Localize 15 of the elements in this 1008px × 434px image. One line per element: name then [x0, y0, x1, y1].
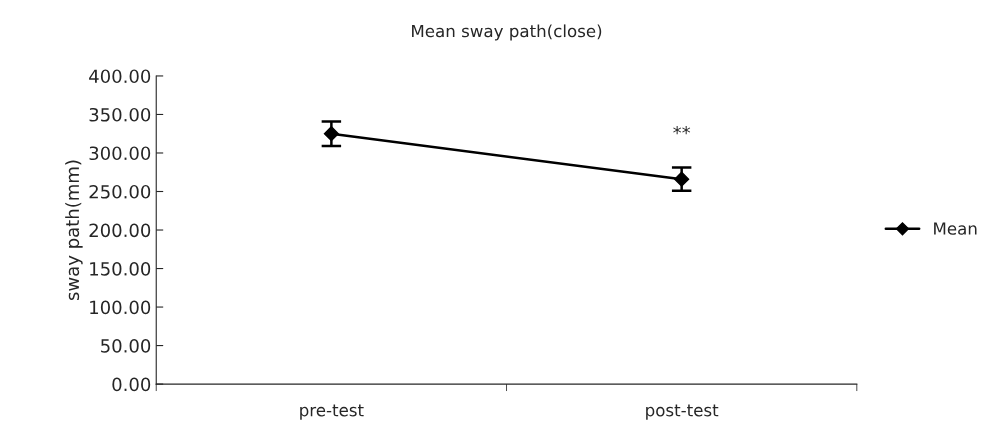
y-tick-label: 100.00	[90, 300, 151, 315]
x-tick-label: post-test	[646, 404, 719, 420]
y-tick-label: 250.00	[89, 184, 151, 199]
x-tick-label: pre-test	[300, 404, 364, 420]
y-tick-label: 300.00	[89, 146, 151, 161]
annotation: **	[673, 125, 691, 135]
y-tick-label: 350.00	[89, 107, 151, 122]
y-tick-label: 200.00	[89, 223, 151, 238]
y-tick-label: 150.00	[90, 262, 151, 276]
y-tick-label: 0.00	[112, 377, 151, 392]
y-tick-label: 400.00	[89, 69, 151, 84]
legend-label: Mean	[934, 222, 977, 235]
y-axis-title: sway path(mm)	[65, 160, 83, 301]
y-tick-label: 50.00	[101, 339, 151, 353]
chart-title: Mean sway path(close)	[412, 24, 602, 41]
